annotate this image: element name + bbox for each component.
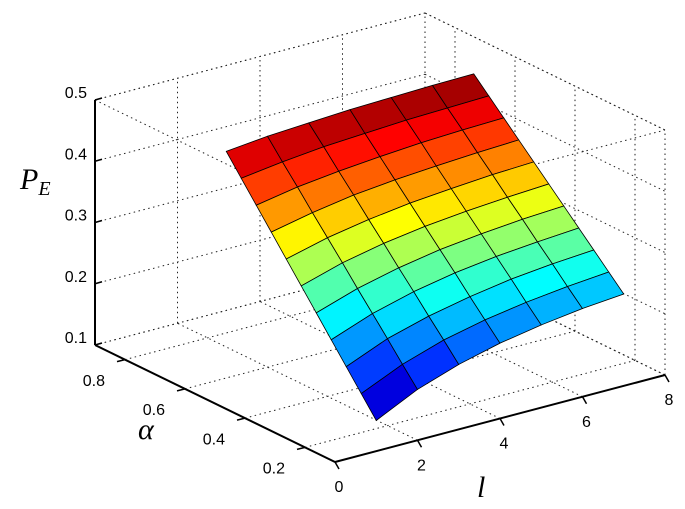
x-axis-label: l bbox=[477, 471, 485, 504]
y-tick-label: 0.6 bbox=[143, 402, 165, 419]
y-tick bbox=[236, 417, 246, 421]
axes: 0 2 4 6 8 0.2 0.4 0.6 0.8 0.1 0.2 0.3 0.4 0.5 bbox=[65, 85, 674, 496]
z-tick bbox=[94, 97, 103, 101]
z-tick bbox=[94, 281, 103, 285]
z-tick-label: 0.2 bbox=[65, 269, 87, 286]
z-axis-label: PE bbox=[19, 163, 51, 200]
grid-line bbox=[94, 12, 426, 101]
y-tick-label: 0.8 bbox=[83, 373, 105, 390]
x-tick-label: 0 bbox=[335, 479, 344, 496]
x-tick-label: 4 bbox=[500, 436, 509, 453]
y-axis bbox=[94, 344, 336, 463]
y-axis-label: α bbox=[138, 413, 155, 446]
y-tick bbox=[176, 388, 186, 392]
z-tick-label: 0.5 bbox=[65, 85, 87, 102]
x-tick bbox=[334, 461, 340, 470]
z-label-main: P bbox=[19, 163, 38, 196]
x-tick-label: 2 bbox=[417, 457, 426, 474]
z-tick-label: 0.1 bbox=[65, 330, 87, 347]
x-tick bbox=[499, 418, 505, 426]
x-tick-label: 8 bbox=[665, 392, 674, 409]
z-label-sub: E bbox=[37, 178, 50, 200]
y-tick bbox=[116, 358, 126, 363]
z-tick bbox=[94, 219, 103, 224]
z-tick bbox=[94, 158, 103, 162]
x-tick-label: 6 bbox=[582, 414, 591, 431]
grid-line bbox=[94, 73, 426, 162]
grid-line bbox=[304, 359, 636, 448]
x-tick bbox=[664, 374, 670, 383]
z-tick-label: 0.4 bbox=[65, 146, 87, 163]
surface bbox=[225, 73, 625, 422]
y-tick-label: 0.2 bbox=[263, 461, 285, 478]
x-tick bbox=[581, 396, 588, 405]
z-tick bbox=[94, 342, 103, 346]
y-tick bbox=[296, 446, 306, 451]
x-tick bbox=[416, 439, 423, 448]
z-tick-label: 0.3 bbox=[65, 208, 87, 225]
surface-cell bbox=[566, 271, 625, 310]
grid-line bbox=[124, 272, 456, 361]
y-tick-label: 0.4 bbox=[203, 431, 225, 448]
